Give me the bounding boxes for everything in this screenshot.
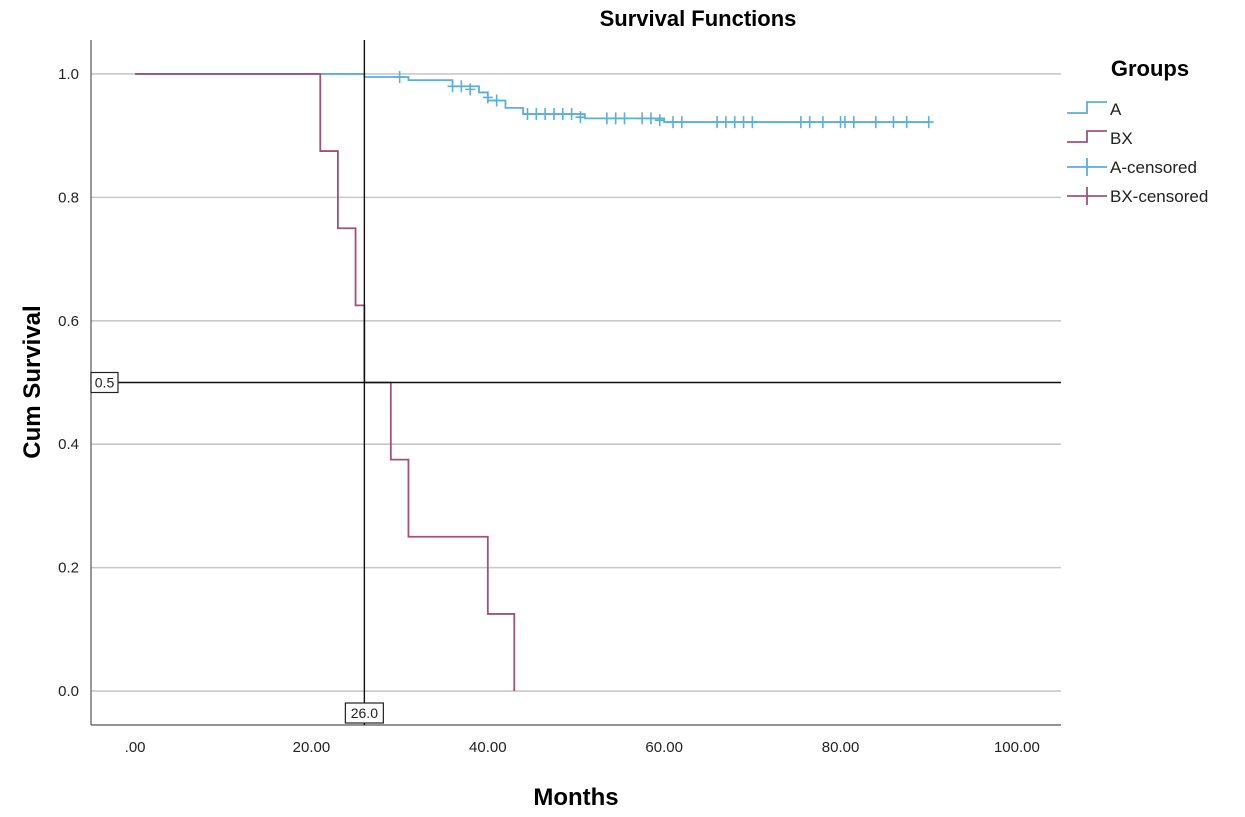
censor-mark-A-19: [668, 116, 678, 129]
legend-swatch-2: [1067, 158, 1107, 176]
legend-swatch-1: [1067, 130, 1107, 143]
censor-mark-A-4: [482, 91, 493, 104]
censor-mark-A-31: [848, 116, 859, 129]
legend-label-1: BX: [1110, 129, 1133, 148]
legend-label-0: A: [1110, 100, 1122, 119]
censor-mark-A-16: [637, 112, 648, 125]
y-tick-label-0: 0.0: [58, 683, 79, 700]
x-tick-label-2: 40.00: [469, 739, 507, 756]
censor-mark-A-26: [795, 116, 806, 129]
censor-mark-A-24: [738, 116, 749, 129]
censor-mark-A-10: [557, 108, 568, 121]
censor-mark-A-12: [575, 111, 586, 124]
censor-mark-A-25: [747, 116, 758, 129]
censor-mark-A-15: [619, 112, 630, 125]
censor-mark-A-0: [394, 71, 405, 84]
chart-title: Survival Functions: [600, 6, 797, 31]
censor-mark-A-2: [456, 80, 467, 93]
censor-mark-A-9: [548, 108, 559, 121]
y-tick-label-2: 0.4: [58, 436, 79, 453]
legend: Groups A BX A-censored BX-censored: [1067, 56, 1208, 206]
y-tick-label-5: 1.0: [58, 66, 79, 83]
y-tick-label-4: 0.8: [58, 189, 79, 206]
censor-mark-A-35: [923, 116, 934, 129]
censor-mark-A-7: [531, 108, 542, 121]
ref-label-y: 0.5: [95, 375, 115, 391]
censor-mark-A-14: [610, 112, 621, 125]
y-axis-label: Cum Survival: [19, 305, 46, 458]
censor-mark-A-34: [901, 116, 912, 129]
x-tick-label-5: 100.00: [994, 739, 1040, 756]
censor-mark-A-22: [720, 116, 731, 129]
censor-mark-A-33: [888, 116, 899, 129]
censor-mark-A-27: [804, 116, 815, 129]
censor-mark-A-3: [465, 83, 476, 96]
legend-label-3: BX-censored: [1110, 187, 1208, 206]
censor-mark-A-20: [676, 116, 687, 129]
censor-mark-A-21: [712, 116, 723, 129]
plot-area: 0.0 0.2 0.4 0.6 0.8 1.0 .00 20.00 40.00 60.00 80.0…: [58, 40, 1061, 756]
y-tick-label-1: 0.2: [58, 560, 79, 577]
censor-mark-A-13: [601, 112, 612, 125]
x-axis-label: Months: [533, 784, 618, 811]
legend-swatch-3: [1067, 187, 1107, 205]
legend-label-2: A-censored: [1110, 158, 1197, 177]
x-tick-label-4: 80.00: [822, 739, 860, 756]
censor-mark-A-5: [491, 94, 502, 107]
censor-mark-A-17: [645, 112, 656, 125]
censor-mark-A-28: [817, 116, 828, 129]
legend-swatch-0: [1067, 101, 1107, 114]
ref-label-box-x: [344, 702, 384, 724]
censor-mark-A-11: [566, 108, 577, 121]
legend-title: Groups: [1111, 56, 1189, 81]
censor-mark-A-18: [654, 114, 665, 127]
censor-mark-A-30: [839, 116, 850, 129]
censor-mark-A-1: [447, 80, 458, 93]
x-tick-label-0: .00: [125, 739, 146, 756]
ref-label-x: 26.0: [351, 705, 378, 721]
x-tick-label-1: 20.00: [293, 739, 331, 756]
series-line-A: [135, 73, 929, 123]
censor-mark-A-32: [870, 116, 881, 129]
x-tick-label-3: 60.00: [645, 739, 683, 756]
censor-mark-A-8: [540, 108, 551, 121]
y-tick-label-3: 0.6: [58, 313, 79, 330]
censor-mark-A-23: [729, 116, 740, 129]
censor-mark-A-6: [522, 108, 533, 121]
ref-label-box-y: [90, 371, 119, 394]
